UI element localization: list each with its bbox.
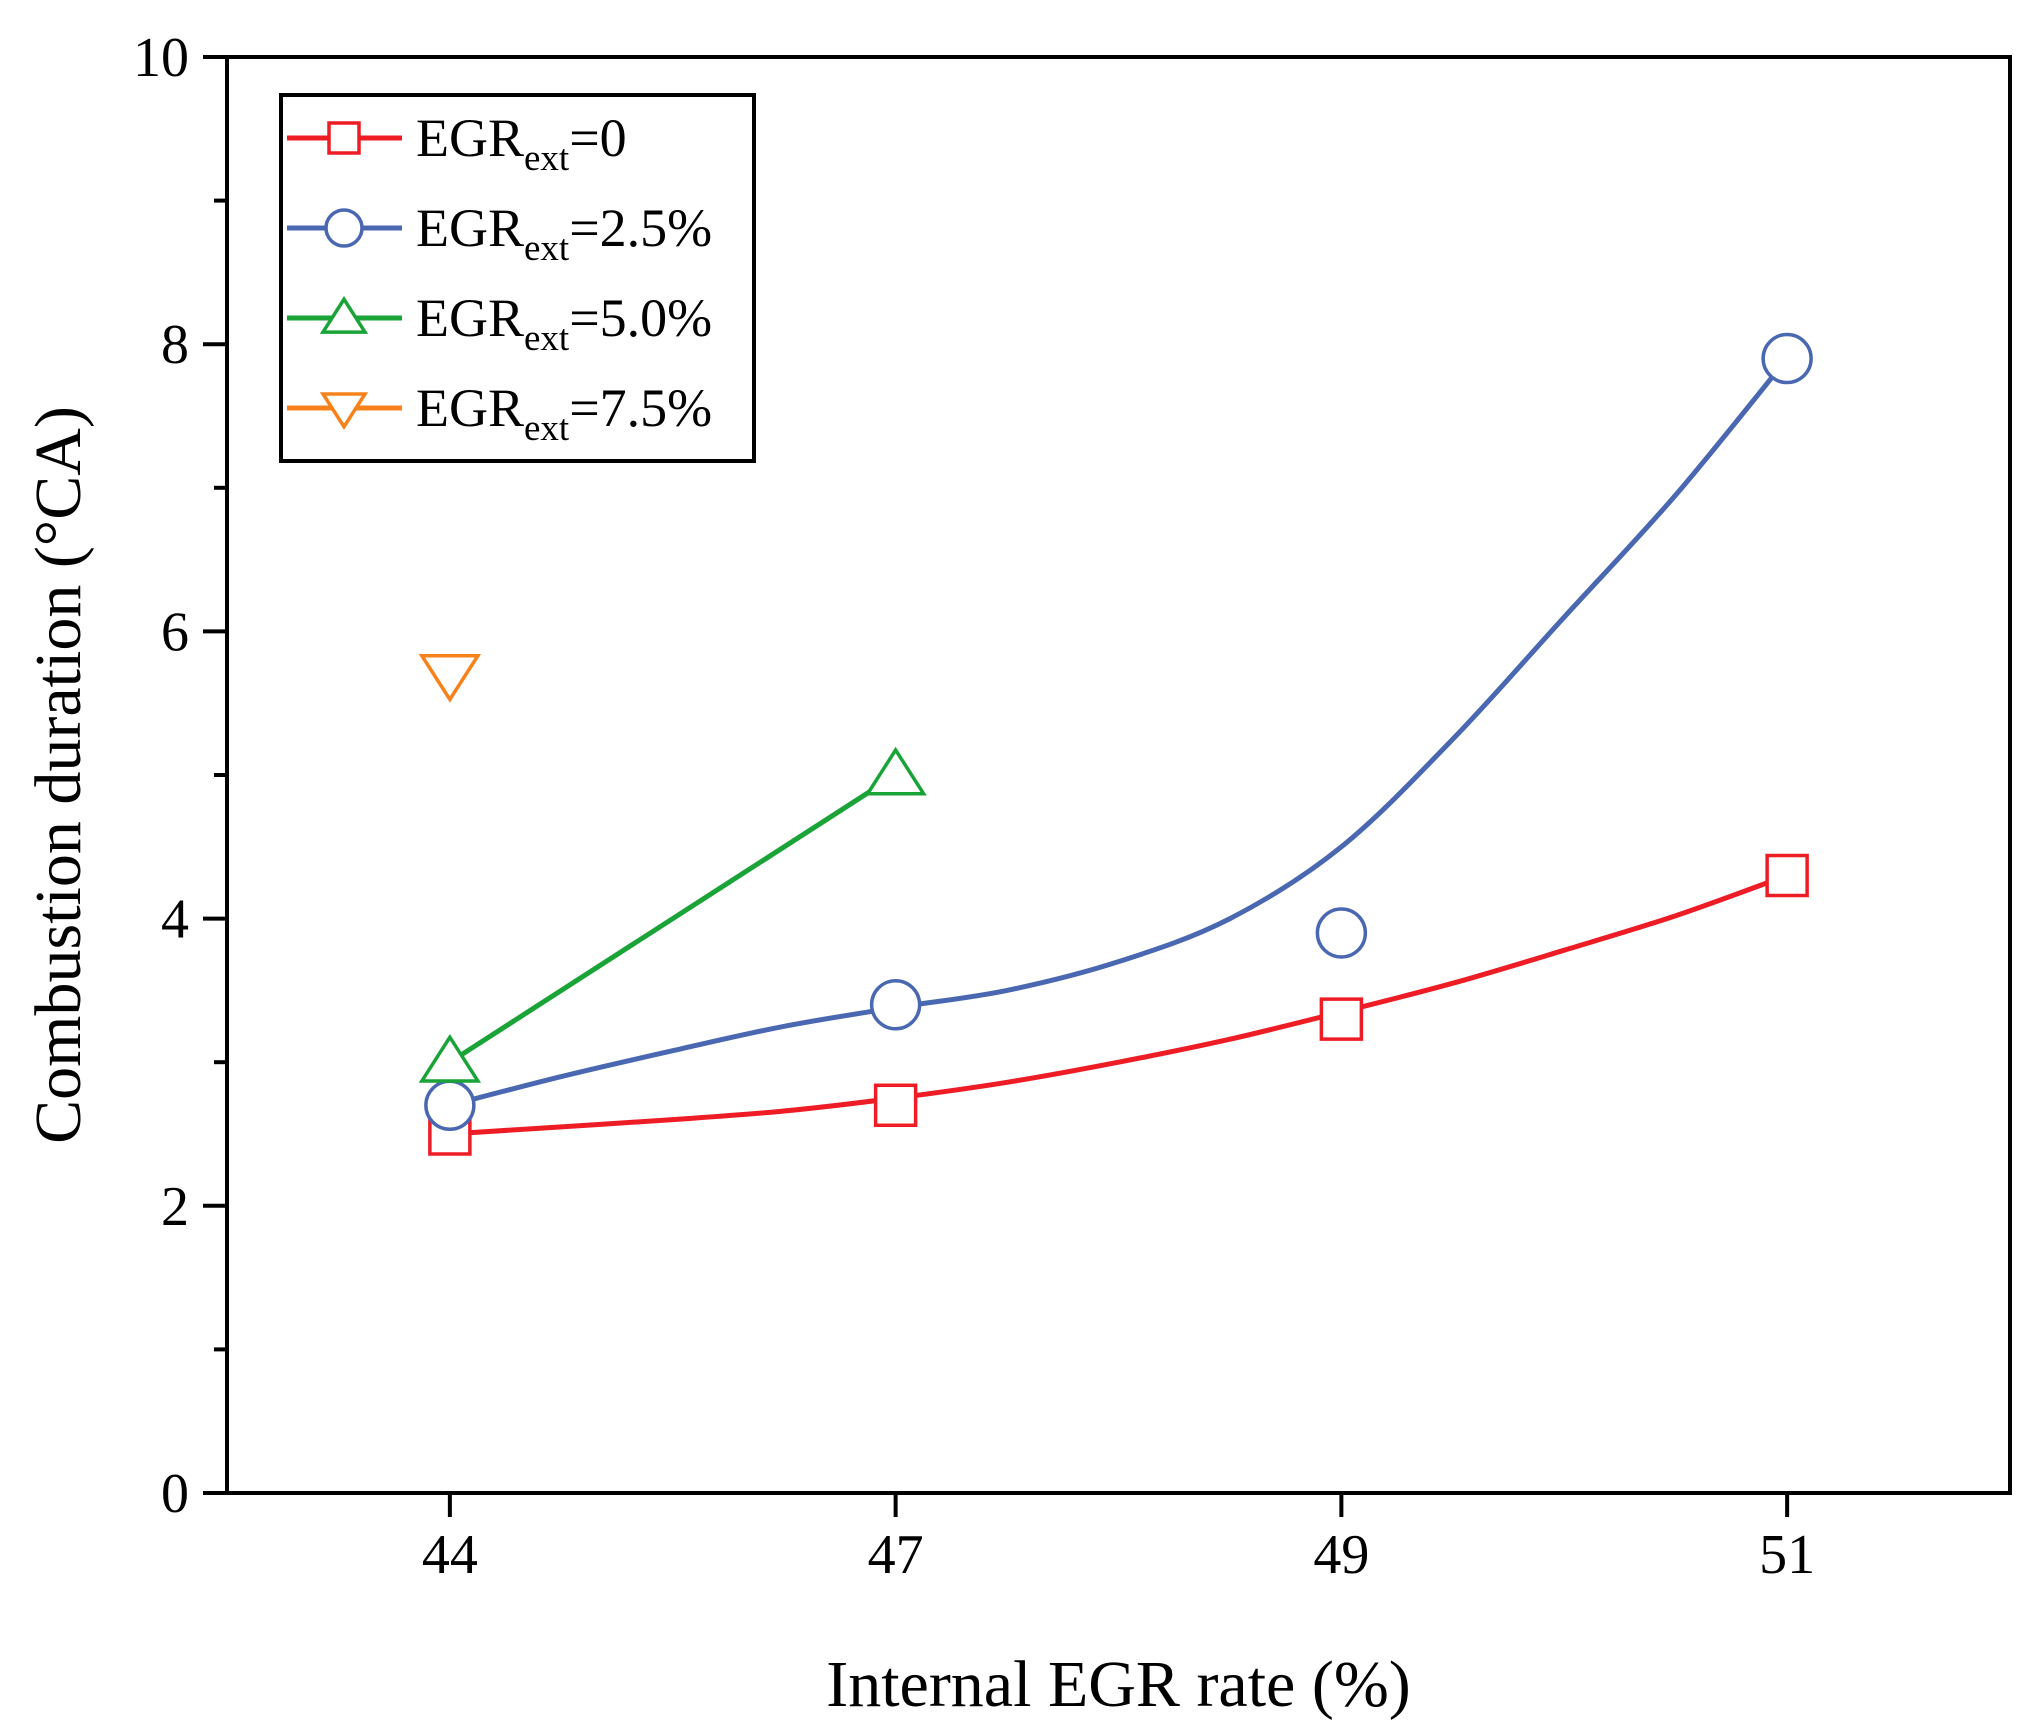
x-axis-title: Internal EGR rate (%) <box>826 1648 1411 1721</box>
legend-marker <box>327 121 361 155</box>
y-tick-label: 8 <box>161 314 189 376</box>
y-tick-label: 6 <box>161 601 189 663</box>
legend-marker <box>319 392 369 430</box>
legend-label: EGRext=2.5% <box>416 198 712 269</box>
data-point <box>1761 332 1813 385</box>
legend-entry: EGRext=0 <box>287 108 627 179</box>
series-layer <box>418 332 1813 1156</box>
x-tick-label: 51 <box>1759 1524 1815 1586</box>
x-tick-label: 49 <box>1313 1524 1369 1586</box>
y-tick-label: 10 <box>133 27 189 89</box>
data-point <box>869 979 922 1031</box>
series-line <box>448 772 897 1065</box>
series-2 <box>424 332 1813 1132</box>
data-point <box>1315 907 1368 959</box>
y-tick-label: 4 <box>161 889 189 951</box>
x-tick-label: 47 <box>868 1524 924 1586</box>
legend-marker <box>319 296 369 334</box>
axis-layer: 0 2 4 6 8 10 44 47 49 51 <box>133 27 1815 1586</box>
data-point <box>418 1033 482 1083</box>
data-point <box>864 746 927 796</box>
data-point <box>873 1083 918 1128</box>
x-tick-label: 44 <box>422 1524 478 1586</box>
legend-marker <box>324 208 364 248</box>
legend: EGRext=0 EGRext=2.5% EGRext=5.0% EGRext=7.5… <box>279 93 756 463</box>
data-point <box>1319 997 1364 1041</box>
legend-label: EGRext=5.0% <box>416 288 712 359</box>
series-line <box>449 356 1790 1108</box>
legend-entry: EGRext=5.0% <box>287 288 712 359</box>
data-point <box>424 1079 476 1132</box>
y-tick-label: 2 <box>161 1176 189 1238</box>
y-axis-title: Combustion duration (°CA) <box>22 406 95 1144</box>
series-4 <box>418 653 482 703</box>
legend-label: EGRext=0 <box>416 108 627 179</box>
y-tick-label: 0 <box>161 1463 189 1525</box>
series-3 <box>418 746 927 1083</box>
legend-label: EGRext=7.5% <box>416 378 712 449</box>
legend-entry: EGRext=2.5% <box>287 198 712 269</box>
data-point <box>1765 853 1809 898</box>
series-line <box>449 873 1788 1137</box>
legend-entry: EGRext=7.5% <box>287 378 712 449</box>
data-point <box>418 653 482 703</box>
